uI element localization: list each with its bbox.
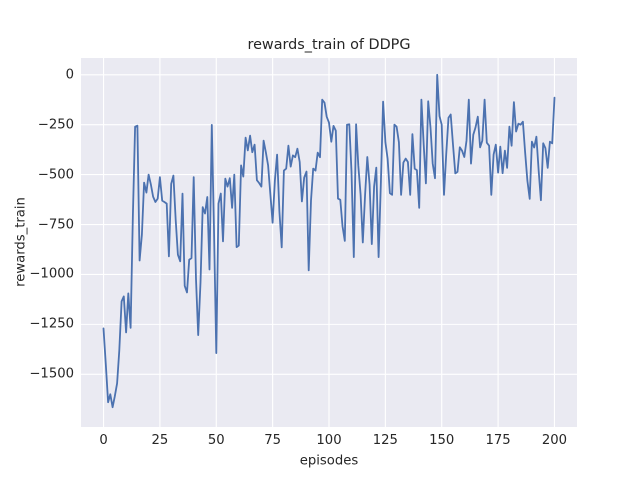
- x-tick-label: 100: [316, 433, 342, 448]
- x-tick-label: 25: [151, 433, 169, 448]
- x-tick-label: 50: [207, 433, 225, 448]
- y-tick-label: −1000: [29, 266, 74, 282]
- chart-title: rewards_train of DDPG: [247, 37, 411, 53]
- y-tick-label: −1250: [29, 316, 74, 332]
- y-tick-label: 0: [65, 67, 74, 83]
- x-tick-label: 75: [264, 433, 282, 448]
- y-tick-label: −750: [37, 217, 74, 233]
- x-tick-label: 150: [429, 433, 455, 448]
- y-axis-label: rewards_train: [13, 197, 29, 287]
- x-axis-label: episodes: [299, 453, 359, 469]
- y-tick-label: −1500: [29, 366, 74, 382]
- y-tick-label: −500: [37, 167, 74, 183]
- reward-line: [102, 73, 556, 409]
- x-tick-label: 200: [541, 433, 568, 448]
- x-tick-label: 125: [372, 433, 398, 448]
- y-tick-label: −250: [37, 117, 74, 133]
- x-tick-label: 0: [99, 433, 108, 448]
- x-tick-label: 175: [485, 433, 511, 448]
